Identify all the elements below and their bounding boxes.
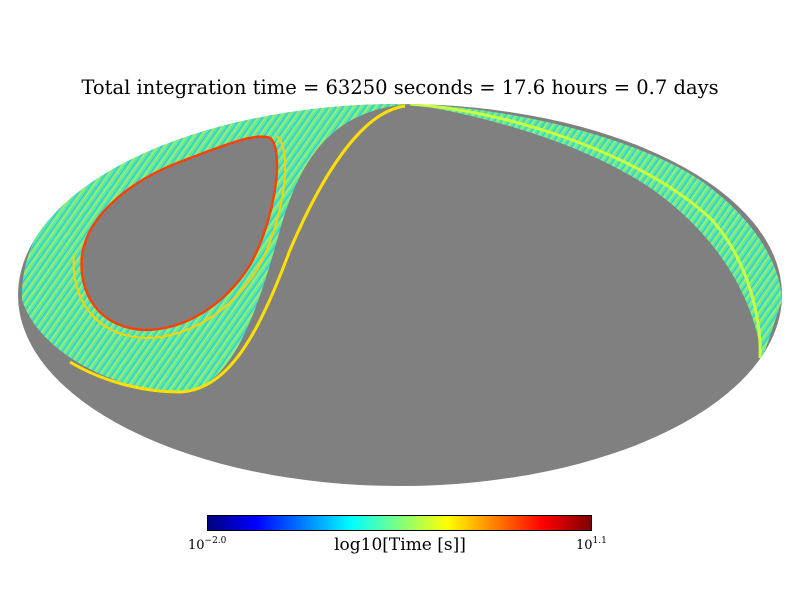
coverage-hole-rim (80, 135, 279, 332)
map-title: Total integration time = 63250 seconds =… (81, 76, 719, 99)
coverage-rim-right (409, 104, 762, 359)
colorbar-min-label: 10−2.0 (188, 536, 227, 553)
colorbar-label: log10[Time [s]] (334, 535, 466, 555)
coverage-hole-rim-yellow (72, 135, 287, 340)
coverage-band-right (410, 104, 782, 360)
colorbar (207, 515, 592, 531)
coverage-hole (81, 136, 278, 330)
colorbar-gradient (207, 515, 592, 531)
coverage-rim-outer (69, 104, 406, 394)
colorbar-max-label: 101.1 (576, 536, 607, 553)
